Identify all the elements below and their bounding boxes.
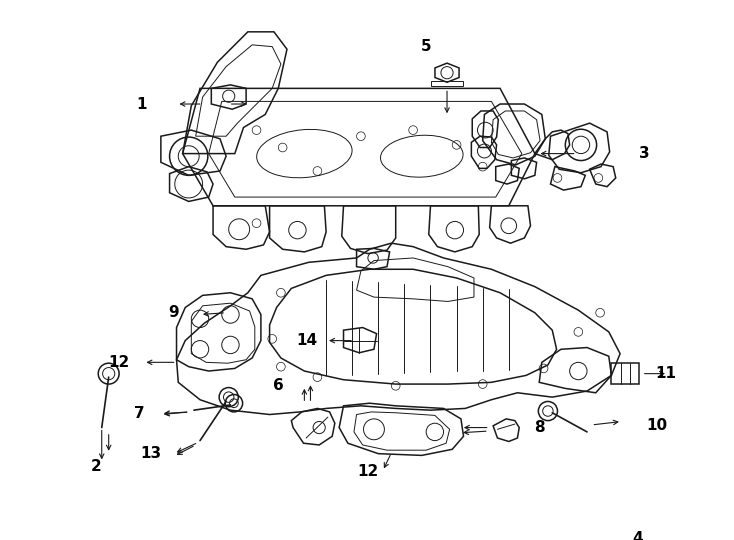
Text: 13: 13 — [140, 446, 161, 461]
Text: 4: 4 — [632, 531, 643, 540]
Text: 8: 8 — [534, 420, 545, 435]
Text: 6: 6 — [273, 379, 283, 393]
Text: 9: 9 — [169, 305, 179, 320]
Text: 14: 14 — [297, 333, 318, 348]
Text: 2: 2 — [90, 459, 101, 474]
Text: 11: 11 — [655, 366, 676, 381]
Text: 1: 1 — [137, 97, 147, 112]
Text: 12: 12 — [109, 355, 130, 370]
Text: 12: 12 — [357, 463, 379, 478]
Text: 7: 7 — [134, 406, 145, 421]
Text: 5: 5 — [421, 39, 432, 54]
Text: 3: 3 — [639, 146, 650, 161]
Text: 10: 10 — [646, 418, 667, 433]
